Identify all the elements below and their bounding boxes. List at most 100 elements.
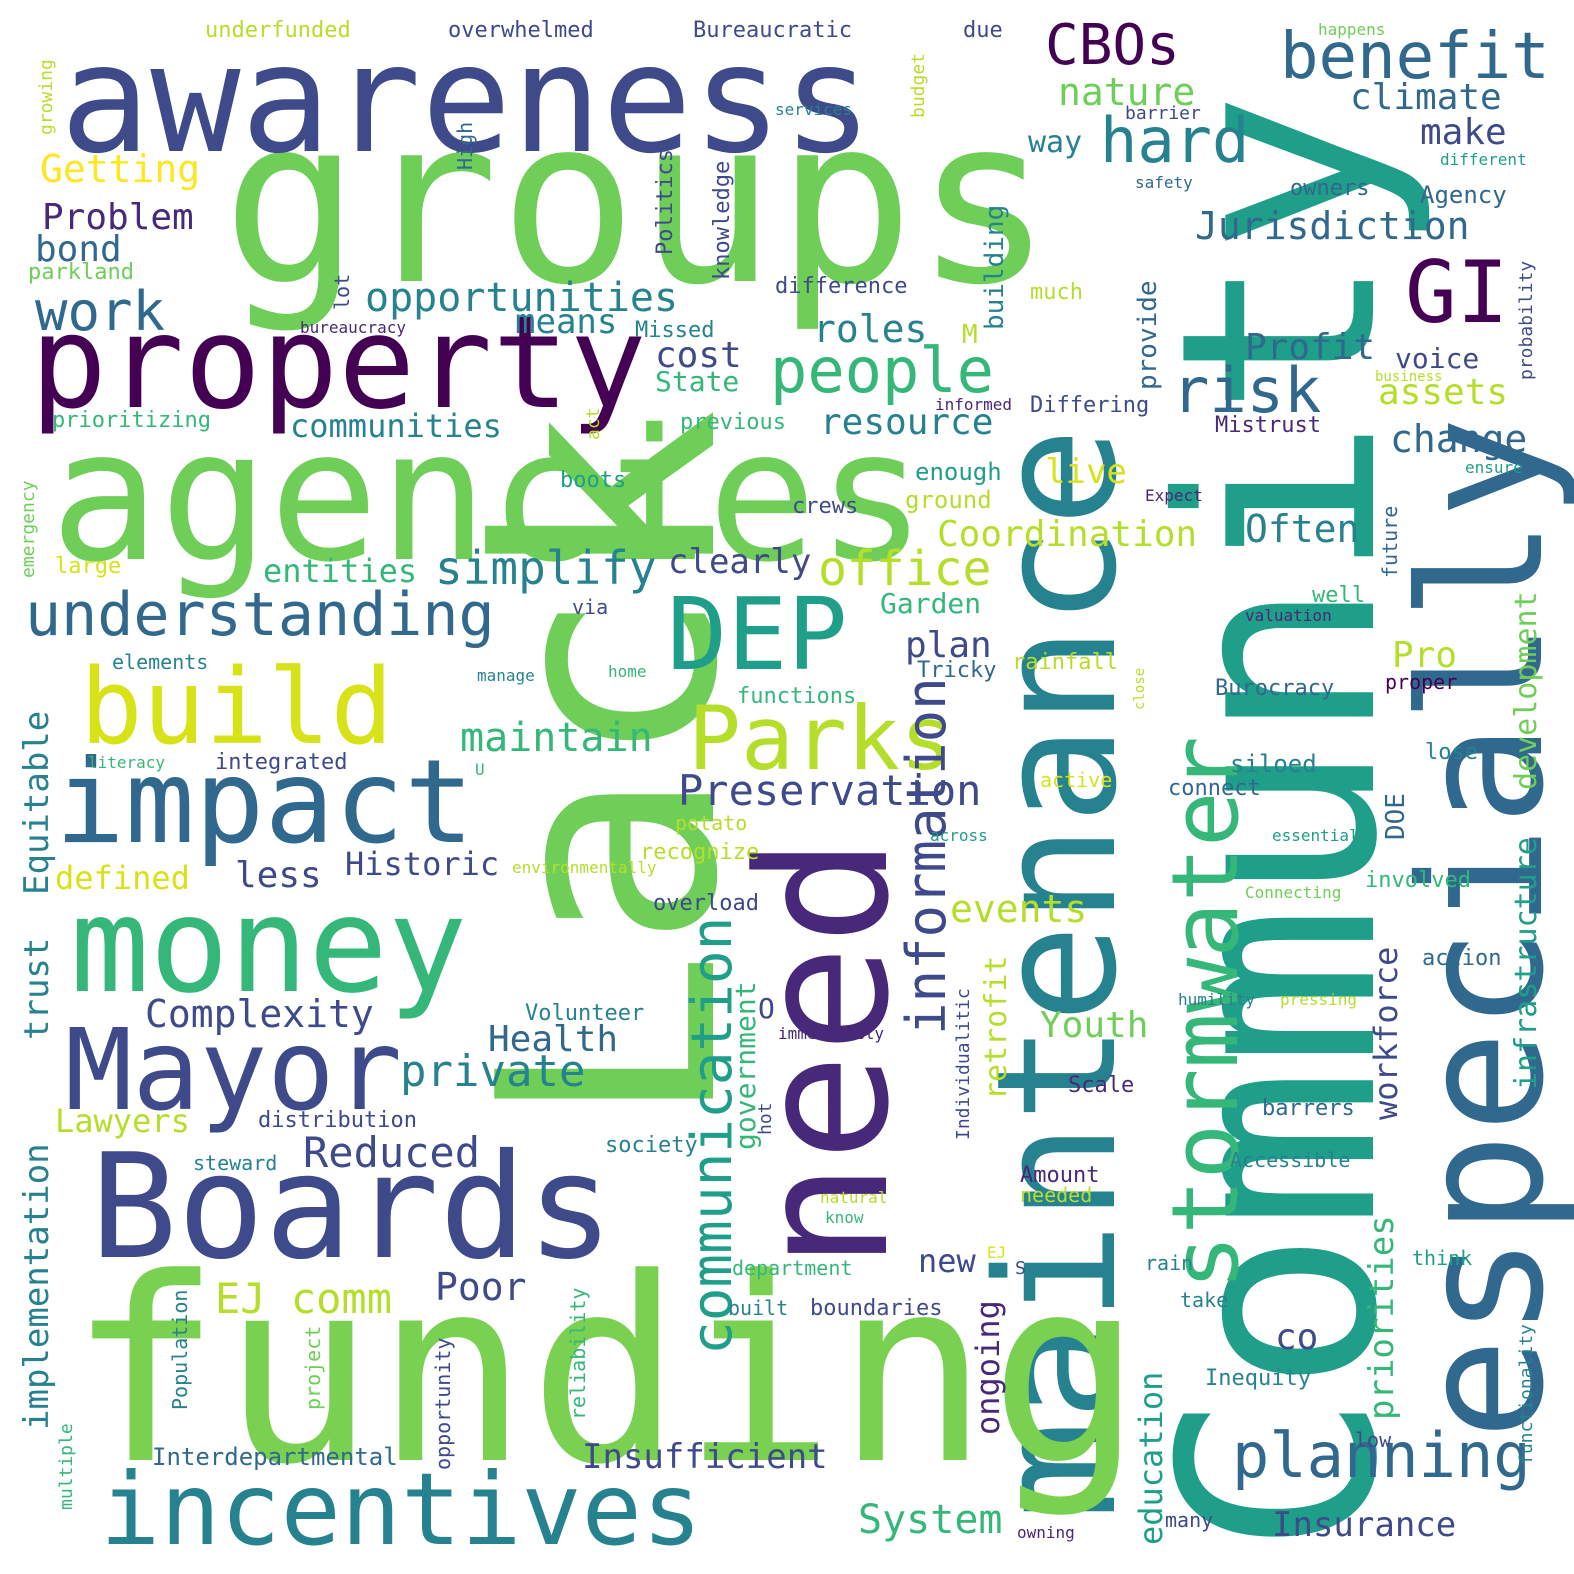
word-rainfall: rainfall [1012, 650, 1118, 675]
word-ongoing: ongoing [969, 1300, 1007, 1435]
word-health: Health [488, 1019, 619, 1060]
word-underfunded: underfunded [205, 18, 351, 43]
word-active: active [1040, 768, 1113, 792]
word-understanding: understanding [25, 580, 495, 650]
word-difference: difference [775, 274, 908, 299]
word-owners: owners [1290, 176, 1370, 201]
word-private: private [400, 1046, 586, 1097]
word-amount: Amount [1020, 1163, 1100, 1188]
word-department: department [732, 1256, 853, 1280]
word-bureaucracy: bureaucracy [300, 318, 406, 337]
word-poor: Poor [435, 1265, 527, 1309]
word-future: future [1378, 505, 1402, 578]
word-well: well [1312, 583, 1365, 608]
word-boards: Boards [90, 1123, 614, 1292]
word-information: information [895, 677, 958, 1035]
word-reliability: reliability [566, 1287, 590, 1420]
word-mistrust: Mistrust [1215, 413, 1321, 438]
word-nature: nature [1058, 70, 1196, 114]
word-impact: impact [55, 735, 475, 870]
word-new: new [918, 1242, 976, 1280]
word-problem: Problem [42, 197, 194, 238]
word-state: State [655, 365, 740, 398]
word-getting: Getting [40, 147, 201, 191]
word-pressing: pressing [1280, 990, 1358, 1009]
word-across: across [930, 826, 988, 845]
word-ensure: ensure [1465, 458, 1523, 477]
word-immediately: immediately [778, 1024, 884, 1043]
word-mayor: Mayor [65, 1006, 403, 1136]
word-build: build [80, 646, 394, 768]
word-simplify: simplify [435, 541, 657, 595]
word-insufficient: Insufficient [582, 1437, 828, 1477]
word-bureaucratic: Bureaucratic [693, 18, 852, 43]
word-overwhelmed: overwhelmed [448, 18, 594, 43]
word-expect: Expect [1145, 486, 1203, 505]
word-awareness: awareness [60, 13, 873, 187]
word-roles: roles [813, 307, 928, 351]
word-many: many [1165, 1508, 1214, 1532]
word-manage: manage [477, 666, 535, 685]
word-pro: Pro [1392, 635, 1458, 676]
word-budget: budget [908, 52, 929, 118]
word-jurisdiction: Jurisdiction [1195, 204, 1470, 248]
word-bond: bond [35, 229, 122, 270]
word-functions: functions [737, 684, 857, 709]
word-opportunity: opportunity [431, 1337, 455, 1470]
word-cbos: CBOs [1045, 13, 1180, 78]
word-barrers: barrers [1262, 1096, 1355, 1121]
word-individualitic: Individualitic [953, 988, 974, 1140]
word-events: events [950, 887, 1088, 931]
word-lose: lose [1425, 740, 1478, 765]
word-benefit: benefit [1280, 20, 1550, 94]
word-valuation: valuation [1245, 606, 1332, 625]
word-functionality: functionality [1516, 1324, 1537, 1465]
word-happens: happens [1318, 20, 1386, 39]
word-knowledge: knowledge [710, 160, 735, 280]
word-potato: potato [675, 811, 748, 835]
word-know: know [825, 1208, 864, 1227]
word-multiple: multiple [56, 1423, 77, 1510]
word-society: society [605, 1133, 698, 1158]
word-way: way [1028, 125, 1083, 160]
word-enough: enough [915, 458, 1002, 486]
word-co: co [1275, 1317, 1319, 1358]
word-plan: plan [905, 625, 992, 666]
word-property: property [30, 289, 647, 438]
word-historic: Historic [345, 845, 500, 883]
word-less: less [235, 855, 322, 896]
word-needed: needed [1020, 1183, 1093, 1207]
word-crews: crews [792, 494, 859, 519]
word-development: development [1509, 591, 1544, 790]
word-environmentally: environmentally [512, 858, 657, 877]
word-recognize: recognize [640, 840, 760, 865]
word-garden: Garden [880, 587, 982, 620]
word-informed: informed [935, 395, 1013, 414]
word-inequity: Inequity [1205, 1366, 1311, 1391]
word-ej-comm: EJ comm [215, 1274, 393, 1323]
word-owning: owning [1017, 1523, 1075, 1542]
word-m: M [962, 320, 978, 350]
word-cost: cost [655, 335, 742, 376]
word-hard: hard [1100, 104, 1250, 177]
word-implementation: implementation [17, 1143, 57, 1430]
word-ej: EJ [987, 1243, 1007, 1262]
word-humility: humility [1178, 990, 1256, 1009]
word-prioritizing: prioritizing [52, 408, 211, 433]
word-dep: DEP [667, 576, 848, 693]
word-connecting: Connecting [1245, 883, 1342, 902]
word-probability: probability [1516, 260, 1537, 380]
word-coordination: Coordination [937, 514, 1198, 555]
word-lawyers: Lawyers [55, 1102, 190, 1140]
word-communities: communities [290, 407, 502, 445]
word-defined: defined [55, 859, 190, 897]
word-act: act [583, 407, 604, 440]
word-gi: GI [1405, 243, 1509, 343]
word-parks: Parks [688, 687, 953, 790]
word-live: live [1045, 452, 1127, 492]
word-priorities: priorities [1362, 1215, 1402, 1420]
word-differing: Differing [1030, 393, 1150, 418]
word-s: S [1015, 1258, 1026, 1279]
word-siloed: siloed [1230, 750, 1317, 778]
word-often: Often [1245, 507, 1360, 551]
